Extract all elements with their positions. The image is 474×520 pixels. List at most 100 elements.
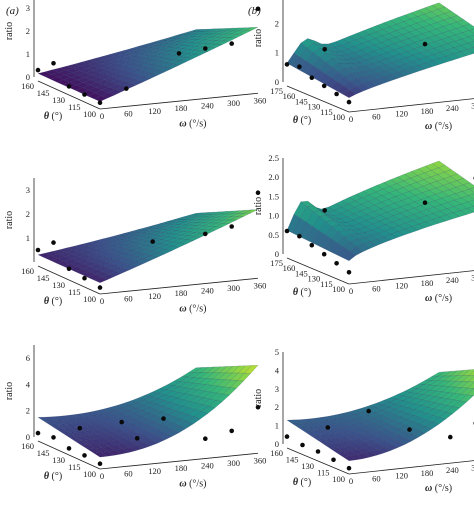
z-tick-label: 0: [275, 249, 279, 259]
surface-patch: [397, 438, 412, 445]
z-tick-label: 6: [26, 353, 30, 363]
theta-axis: [37, 80, 101, 110]
data-point: [334, 261, 339, 266]
data-point: [124, 86, 129, 91]
omega-tick-label: 120: [148, 291, 161, 301]
surface-patch: [93, 95, 108, 102]
data-point: [82, 92, 87, 97]
data-point: [255, 190, 261, 195]
z-tick-label: 2: [26, 406, 30, 416]
z-axis-label: ratio: [4, 382, 15, 400]
theta-tick-label: 130: [307, 102, 320, 112]
data-point: [309, 242, 315, 248]
omega-symbol: ω: [425, 483, 432, 494]
theta-tick-label: 160: [283, 263, 296, 273]
omega-tick-label: 300: [227, 98, 240, 108]
theta-axis: [37, 265, 101, 295]
z-axis-label: ratio: [253, 29, 264, 47]
theta-tick-label: 100: [83, 294, 96, 304]
theta-tick-label: 115: [68, 102, 80, 112]
data-point: [97, 100, 103, 105]
data-point: [366, 408, 372, 414]
data-point: [322, 208, 328, 213]
omega-axis-label: ω (°/s): [179, 118, 206, 129]
data-point: [321, 251, 327, 257]
surface-patch: [452, 400, 467, 409]
theta-tick-label: 100: [332, 474, 345, 484]
data-point: [422, 200, 428, 205]
surface-patch: [165, 429, 180, 437]
omega-tick-label: 120: [395, 109, 408, 119]
omega-tick-label: 240: [446, 465, 459, 475]
theta-axis-label: θ (°): [293, 477, 311, 488]
fitted-surface: [37, 27, 259, 102]
data-point: [66, 84, 72, 89]
omega-tick-label: 240: [201, 461, 214, 471]
z-tick-label: 1.0: [268, 211, 279, 221]
data-point: [331, 457, 336, 463]
theta-tick-label: 160: [270, 448, 283, 458]
omega-tick-label: 180: [421, 106, 434, 116]
surface-patch: [349, 86, 364, 95]
data-point: [255, 6, 261, 12]
omega-axis: [99, 452, 259, 470]
omega-tick-label: 60: [124, 468, 133, 478]
surface-patch: [172, 60, 187, 66]
z-tick-label: 2: [275, 402, 279, 412]
omega-tick-label: 120: [148, 106, 161, 116]
data-point: [35, 247, 41, 253]
surface-patch: [356, 83, 371, 92]
omega-axis: [99, 277, 259, 295]
data-point: [255, 404, 261, 410]
theta-tick-label: 100: [83, 469, 96, 479]
data-point: [315, 449, 321, 454]
surface-patch: [193, 411, 209, 420]
data-point: [309, 75, 315, 80]
data-point: [407, 427, 412, 432]
omega-tick-label: 300: [471, 272, 474, 282]
omega-tick-label: 0: [349, 476, 353, 486]
omega-tick-label: 60: [372, 283, 381, 293]
surface-patch: [390, 441, 405, 448]
omega-symbol: ω: [425, 121, 432, 132]
z-tick-label: 0: [26, 72, 30, 82]
theta-unit: (°): [49, 111, 62, 122]
theta-axis: [286, 85, 350, 113]
theta-symbol: θ: [44, 471, 50, 482]
theta-axis-label: θ (°): [293, 115, 311, 126]
z-tick-label: 2: [26, 26, 30, 36]
surface-patch: [157, 249, 173, 255]
fitted-surface: [286, 2, 474, 98]
data-point: [119, 419, 124, 425]
surface-patch: [93, 452, 108, 458]
z-tick-label: 4: [275, 365, 280, 375]
z-tick-label: 3: [26, 185, 30, 195]
surface-patch: [356, 243, 371, 253]
data-point: [77, 425, 83, 431]
data-point: [346, 99, 352, 105]
omega-axis: [348, 270, 474, 285]
omega-unit: (°/s): [187, 478, 207, 489]
omega-symbol: ω: [179, 478, 186, 489]
surface-patch: [468, 34, 474, 41]
data-point: [448, 434, 453, 440]
surface-patch: [468, 193, 474, 200]
data-point: [203, 436, 208, 442]
surface-patch: [349, 454, 364, 461]
theta-tick-label: 145: [37, 273, 50, 283]
surface-patch: [215, 40, 230, 45]
surface-patch: [349, 246, 364, 256]
omega-tick-label: 0: [349, 286, 353, 296]
fitted-surface: [37, 209, 259, 283]
theta-tick-label: 130: [52, 95, 65, 105]
surface-patch: [229, 380, 244, 389]
theta-unit: (°): [298, 115, 311, 126]
surface-patch: [466, 47, 474, 54]
omega-symbol: ω: [425, 293, 432, 304]
omega-tick-label: 300: [227, 458, 240, 468]
surface-patch: [208, 44, 223, 49]
z-tick-label: 0.5: [268, 230, 279, 240]
theta-tick-label: 175: [270, 258, 283, 268]
